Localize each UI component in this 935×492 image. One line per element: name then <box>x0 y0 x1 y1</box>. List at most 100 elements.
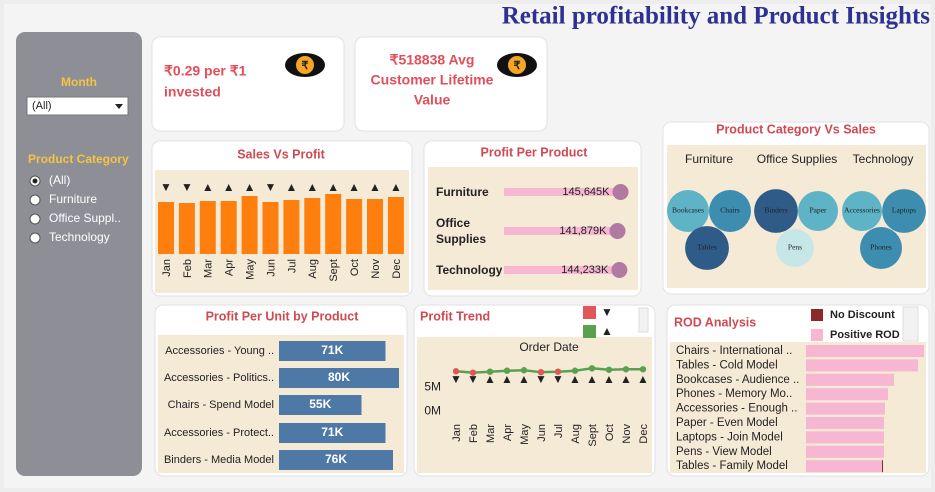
x-tick-label: Dec <box>391 259 403 279</box>
x-tick-label: Jul <box>286 259 298 273</box>
row-label: Accessories - Politics.. <box>164 372 274 384</box>
x-tick-label: Jan <box>161 259 173 277</box>
y-tick-label: 5M <box>424 379 441 393</box>
bar <box>178 203 195 254</box>
bubble-label: Pens <box>788 243 802 252</box>
value-label: 144,233K <box>561 264 609 276</box>
dropdown-value[interactable]: (All) <box>32 100 52 112</box>
row-label-text: Technology <box>436 263 502 277</box>
axis-title: Order Date <box>519 340 579 354</box>
bubble <box>685 226 729 270</box>
x-tick-label: Apr <box>224 259 236 276</box>
point <box>520 367 528 374</box>
bubble <box>842 191 882 231</box>
dropdown[interactable] <box>26 96 129 116</box>
x-tick-label: Oct <box>349 259 361 276</box>
radio-label[interactable]: Technology <box>49 230 110 244</box>
kpi-text: invested <box>164 84 221 100</box>
bubble <box>860 227 902 269</box>
x-tick-label: Mar <box>203 259 215 278</box>
point <box>554 368 562 375</box>
value-label: 55K <box>309 397 331 411</box>
x-tick-label: Nov <box>621 424 633 444</box>
bubble-label: Binders <box>764 206 787 215</box>
group-header: Furniture <box>685 152 733 166</box>
bar <box>504 188 621 196</box>
indicator: ▲ <box>569 372 581 386</box>
bubble-label: Chairs <box>720 206 740 215</box>
bar-end <box>611 262 628 278</box>
bubble <box>754 189 798 233</box>
radio[interactable] <box>29 194 41 206</box>
row-label: Technology <box>436 263 502 277</box>
value-label: 71K <box>321 343 343 357</box>
indicator: ▲ <box>369 180 381 194</box>
legend-label: ▼ <box>601 305 613 319</box>
indicator: ▼ <box>265 180 277 194</box>
scroll-handle[interactable] <box>638 307 649 333</box>
kpi-text: ₹0.29 per ₹1 <box>164 63 247 79</box>
bubble-label: Bookcases <box>672 206 704 215</box>
indicator: ▲ <box>285 180 297 194</box>
x-tick-label: Jul <box>553 424 565 438</box>
bar <box>346 199 363 254</box>
x-tick-label: Jun <box>265 259 277 277</box>
x-tick-label: Feb <box>182 259 194 278</box>
x-tick-label: Oct <box>604 424 616 441</box>
bar <box>220 201 237 254</box>
point <box>605 366 613 373</box>
value-label: 80K <box>328 370 350 384</box>
bar <box>504 266 620 274</box>
bar <box>504 227 618 235</box>
kpi-text: Customer Lifetime <box>371 72 494 88</box>
bar <box>806 359 918 372</box>
bubble-label: Accessories <box>844 206 880 215</box>
point <box>486 368 494 375</box>
bar <box>367 199 383 254</box>
indicator: ▲ <box>348 180 360 194</box>
indicator: ▲ <box>637 372 649 386</box>
row-label: Binders - Media Model <box>164 454 274 466</box>
radio-label[interactable]: Furniture <box>49 192 97 206</box>
row-label: Furniture <box>436 185 489 199</box>
bar <box>882 460 883 473</box>
row-label: Accessories - Enough .. <box>676 403 797 415</box>
bar <box>279 395 362 415</box>
filter-label: Month <box>61 75 97 89</box>
value-label: 76K <box>325 452 347 466</box>
chart-title: Profit Per Product <box>481 145 589 159</box>
kpi-text: ₹518838 Avg <box>390 52 475 68</box>
bar <box>806 417 884 429</box>
bar-end <box>609 223 626 239</box>
bar <box>304 198 321 254</box>
plot-area <box>155 170 409 293</box>
bar <box>279 341 386 361</box>
point <box>571 367 579 374</box>
point <box>537 368 545 376</box>
value-label: 145,645K <box>562 186 610 198</box>
bar <box>241 196 258 254</box>
radio[interactable] <box>29 213 41 225</box>
chart-title: Product Category Vs Sales <box>716 122 876 136</box>
bar <box>279 450 393 470</box>
bubble-label: Laptops <box>892 206 916 215</box>
bar <box>158 202 174 254</box>
radio-label[interactable]: Office Suppl.. <box>49 211 121 225</box>
radio-label[interactable]: (All) <box>49 173 70 187</box>
legend-label: ▲ <box>601 324 613 338</box>
bar <box>806 445 884 458</box>
plot-area <box>417 337 652 473</box>
point <box>639 366 647 373</box>
bar <box>283 200 300 254</box>
scroll-handle[interactable] <box>902 306 919 342</box>
coin-symbol: ₹ <box>514 60 521 72</box>
indicator: ▼ <box>450 372 462 386</box>
x-tick-label: Feb <box>468 424 480 443</box>
bar <box>806 388 888 401</box>
x-tick-label: Sept <box>328 259 340 282</box>
bubble-label: Tables <box>697 243 717 252</box>
dropdown-arrow[interactable] <box>115 104 123 109</box>
radio-dot[interactable] <box>32 178 38 184</box>
row-label: Chairs - Spend Model <box>168 399 274 411</box>
radio[interactable] <box>29 232 41 244</box>
